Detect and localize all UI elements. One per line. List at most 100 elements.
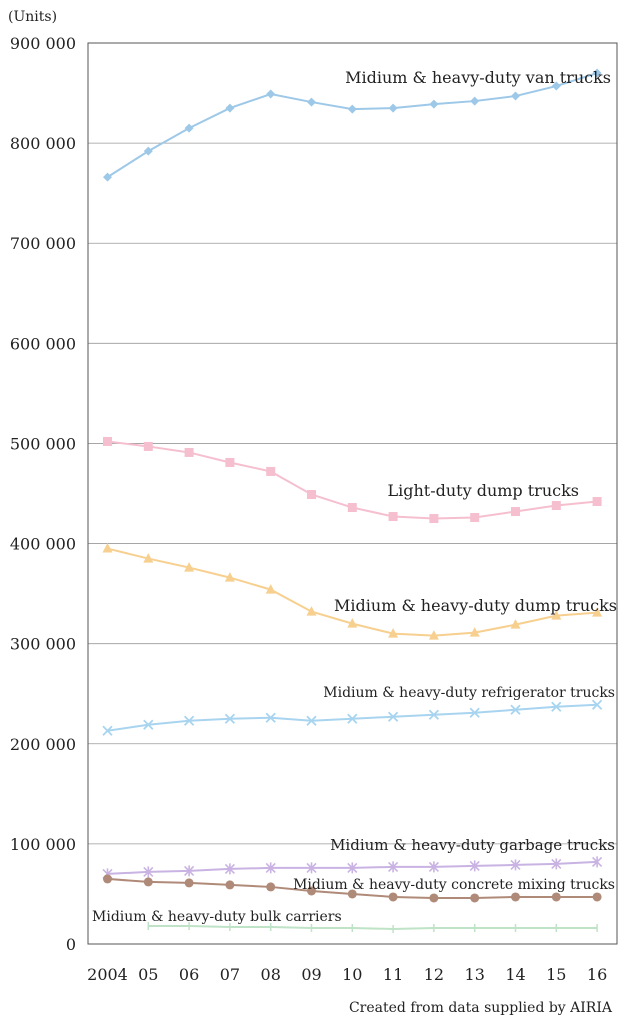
data-point-x xyxy=(387,711,399,722)
data-point-square xyxy=(307,490,316,500)
data-point-diamond xyxy=(511,91,520,101)
y-tick-label: 700 000 xyxy=(10,234,76,253)
series-line xyxy=(148,924,598,930)
data-point-circle xyxy=(429,893,439,903)
data-point-triangle xyxy=(347,618,358,628)
y-tick-label: 500 000 xyxy=(10,434,76,453)
data-point-diamond xyxy=(592,68,602,78)
data-point-circle xyxy=(388,892,398,902)
x-axis-ticks: 2004 05 06 07 08 09 10 11 12 13 14 15 16 xyxy=(87,965,607,984)
data-point-star xyxy=(224,863,235,875)
y-tick-label: 800 000 xyxy=(10,134,76,153)
data-point-star xyxy=(428,861,439,873)
data-point-diamond xyxy=(225,103,235,113)
data-point-triangle xyxy=(224,572,235,582)
data-point-x xyxy=(265,712,276,723)
data-point-triangle xyxy=(102,543,113,553)
data-point-triangle xyxy=(388,628,399,638)
data-point-x xyxy=(428,709,440,720)
data-point-x xyxy=(224,713,236,724)
y-tick-label: 600 000 xyxy=(10,334,76,353)
x-tick-label: 13 xyxy=(465,965,485,984)
data-point-x xyxy=(306,715,317,726)
data-point-triangle xyxy=(592,607,603,617)
data-point-circle xyxy=(307,886,316,896)
data-point-triangle xyxy=(143,553,154,563)
data-point-triangle xyxy=(469,627,480,637)
series-label: Midium & heavy-duty concrete mixing truc… xyxy=(293,877,615,893)
data-point-diamond xyxy=(388,103,398,113)
data-point-circle xyxy=(266,882,276,892)
data-point-x xyxy=(102,725,113,736)
x-tick-label: 07 xyxy=(220,965,240,984)
data-point-square xyxy=(103,436,112,446)
data-point-star xyxy=(265,862,276,874)
data-point-circle xyxy=(592,892,602,902)
data-point-star xyxy=(388,861,399,873)
data-point-triangle xyxy=(551,610,562,620)
data-point-x xyxy=(143,719,154,730)
y-axis-ticks: 0 100 000 200 000 300 000 400 000 500 000 600 … xyxy=(10,34,76,954)
plot-frame xyxy=(87,42,618,945)
data-point-circle xyxy=(103,874,112,884)
data-point-circle xyxy=(511,892,520,902)
source-note: Created from data supplied by AIRIA xyxy=(349,1000,613,1016)
gridlines xyxy=(88,142,617,845)
data-point-circle xyxy=(225,880,235,890)
data-point-square xyxy=(429,514,439,524)
data-point-square xyxy=(388,512,398,522)
data-point-square xyxy=(551,501,561,511)
series-label: Midium & heavy-duty garbage trucks xyxy=(330,836,615,854)
series-2 xyxy=(103,436,602,524)
data-point-square xyxy=(347,503,357,513)
series-labels: Midium & heavy-duty van trucks Light-duty… xyxy=(92,68,617,925)
y-tick-label: 200 000 xyxy=(10,735,76,754)
data-point-square xyxy=(225,457,235,467)
y-tick-label: 300 000 xyxy=(10,635,76,654)
y-tick-label: 100 000 xyxy=(10,835,76,854)
y-tick-label: 400 000 xyxy=(10,535,76,554)
data-point-square xyxy=(266,466,276,476)
series-line xyxy=(106,72,598,178)
data-point-circle xyxy=(184,878,194,888)
series-6 xyxy=(103,874,602,903)
data-point-star xyxy=(143,866,154,878)
data-point-circle xyxy=(143,877,153,887)
x-tick-label: 09 xyxy=(301,965,321,984)
data-point-triangle xyxy=(184,562,195,572)
x-tick-label: 14 xyxy=(505,965,525,984)
data-point-circle xyxy=(347,889,357,899)
data-point-x xyxy=(551,701,562,712)
data-point-star xyxy=(510,859,521,871)
data-point-square xyxy=(511,507,520,517)
data-point-star xyxy=(184,865,195,877)
data-point-star xyxy=(347,862,358,874)
data-point-diamond xyxy=(347,104,357,114)
series-label: Light-duty dump trucks xyxy=(387,481,579,500)
data-point-diamond xyxy=(429,99,439,109)
y-tick-label: 0 xyxy=(66,935,76,954)
series-1 xyxy=(103,68,602,182)
data-point-x xyxy=(469,707,480,718)
data-point-triangle xyxy=(428,630,439,640)
y-tick-label: 900 000 xyxy=(10,34,76,53)
data-point-star xyxy=(306,862,317,874)
x-tick-label: 15 xyxy=(546,965,566,984)
data-point-x xyxy=(347,713,358,724)
data-point-square xyxy=(592,497,602,507)
data-point-diamond xyxy=(551,81,561,91)
series-label: Midium & heavy-duty refrigerator trucks xyxy=(323,685,615,701)
y-unit-label: (Units) xyxy=(8,9,57,25)
data-point-x xyxy=(591,699,603,710)
data-point-diamond xyxy=(307,97,316,107)
data-point-square xyxy=(470,513,480,523)
x-tick-label: 08 xyxy=(261,965,281,984)
series-4 xyxy=(102,699,603,736)
x-tick-label: 2004 xyxy=(87,965,128,984)
data-point-diamond xyxy=(266,89,276,99)
data-point-square xyxy=(143,441,153,451)
series-label: Midium & heavy-duty bulk carriers xyxy=(92,909,342,925)
data-point-circle xyxy=(470,893,480,903)
data-point-diamond xyxy=(184,123,194,133)
